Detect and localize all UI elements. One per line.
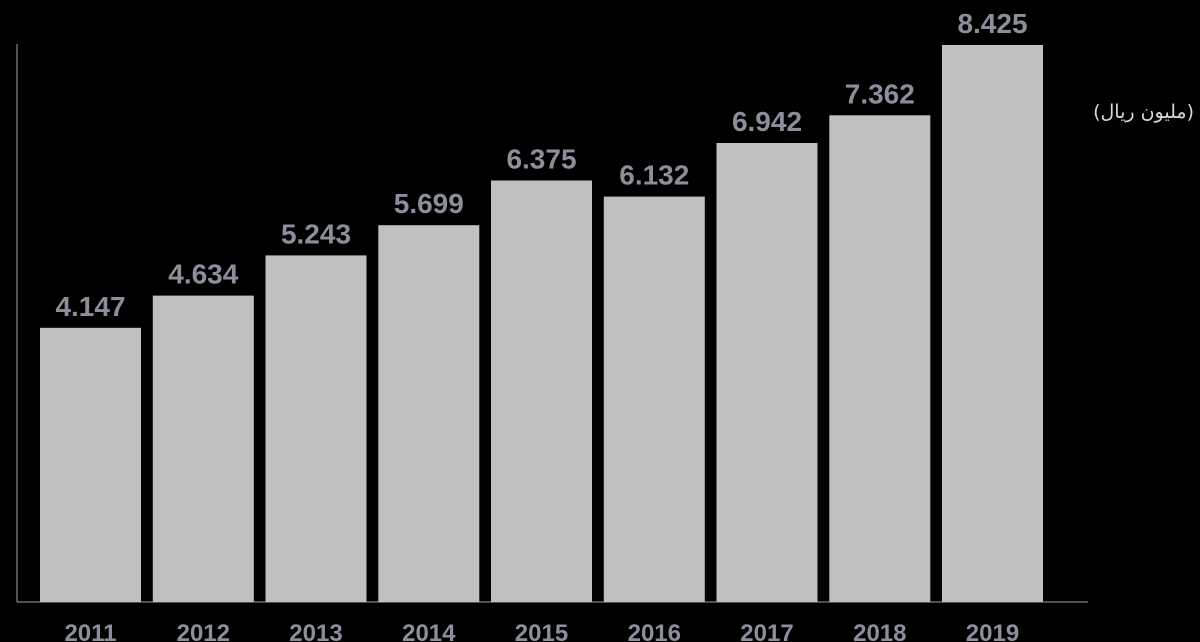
value-labels-group: 4.147 4.634 5.243 5.699 6.375 6.132 6.942 7.362… <box>55 8 1027 322</box>
y-axis-unit-label: (مليون ريال) <box>1093 101 1194 123</box>
value-label-2012: 4.634 <box>168 259 238 290</box>
x-tick-label-2016: 2016 <box>628 620 681 642</box>
value-label-2011: 4.147 <box>55 291 125 322</box>
value-label-2013: 5.243 <box>281 218 351 249</box>
x-tick-label-2015: 2015 <box>515 620 568 642</box>
bars-group <box>40 45 1043 603</box>
value-label-2015: 6.375 <box>506 144 576 175</box>
value-label-2019: 8.425 <box>957 8 1027 39</box>
x-tick-label-2012: 2012 <box>177 620 230 642</box>
bar-2015 <box>491 180 592 602</box>
value-label-2018: 7.362 <box>845 78 915 109</box>
bar-2018 <box>829 115 931 603</box>
x-tick-label-2013: 2013 <box>289 620 342 642</box>
bar-2017 <box>716 143 818 602</box>
bar-2013 <box>265 255 367 602</box>
bar-2019 <box>942 45 1043 602</box>
bar-2016 <box>603 196 705 602</box>
x-tick-label-2014: 2014 <box>402 620 456 642</box>
bar-2011 <box>40 327 141 602</box>
value-label-2016: 6.132 <box>619 160 689 191</box>
value-label-2014: 5.699 <box>394 188 464 219</box>
x-tick-labels-group: 2011 2012 2013 2014 2015 2016 2017 2018 2019 <box>64 620 1019 642</box>
x-tick-label-2017: 2017 <box>740 620 793 642</box>
x-tick-label-2018: 2018 <box>853 620 906 642</box>
value-label-2017: 6.942 <box>732 106 802 137</box>
x-tick-label-2019: 2019 <box>966 620 1019 642</box>
bar-2012 <box>152 295 254 602</box>
x-tick-label-2011: 2011 <box>64 620 116 642</box>
bar-2014 <box>378 225 480 602</box>
